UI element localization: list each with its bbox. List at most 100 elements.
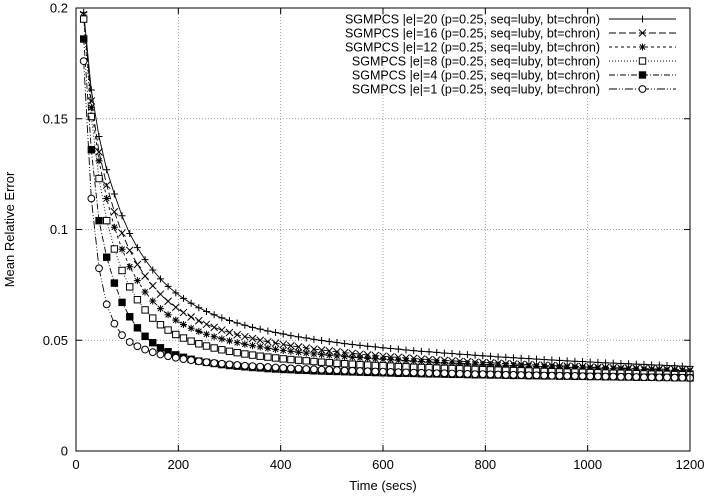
data-point (264, 344, 272, 352)
data-point (387, 344, 395, 352)
data-point (195, 327, 203, 335)
data-point (133, 244, 141, 252)
data-point (110, 223, 118, 231)
data-point (95, 174, 103, 183)
data-point (202, 358, 211, 367)
data-point (141, 306, 149, 314)
data-point (540, 356, 548, 364)
data-point (433, 348, 441, 356)
data-point (417, 358, 425, 366)
series-6 (79, 57, 694, 382)
data-point (302, 357, 310, 365)
data-point (318, 351, 326, 359)
data-point (295, 348, 303, 356)
data-point (624, 372, 633, 381)
data-point (187, 324, 195, 332)
data-point (164, 311, 172, 319)
data-point (141, 272, 149, 280)
data-point (456, 350, 464, 358)
data-point (417, 368, 426, 377)
data-point (171, 303, 180, 312)
data-point (394, 356, 402, 364)
data-point (187, 299, 195, 307)
series-line (83, 19, 690, 376)
data-point (179, 321, 187, 329)
legend-marker (639, 15, 646, 23)
data-point (179, 355, 188, 363)
data-point (317, 365, 326, 374)
data-point (249, 342, 257, 350)
data-point (271, 339, 280, 347)
data-point (494, 370, 503, 379)
data-point (133, 324, 142, 332)
data-point (210, 359, 219, 367)
legend-label: SGMPCS |e|=1 (p=0.25, seq=luby, bt=chron… (352, 83, 600, 97)
data-point (133, 277, 141, 285)
data-point (425, 358, 433, 366)
data-point (248, 334, 257, 343)
data-point (425, 369, 433, 377)
y-tick-label: 0.1 (50, 222, 68, 237)
data-point (502, 353, 510, 361)
x-tick-label: 400 (270, 457, 292, 472)
data-point (410, 347, 418, 355)
data-point (103, 194, 111, 202)
data-point (394, 368, 403, 377)
data-point (371, 343, 379, 351)
data-point (617, 365, 625, 373)
data-point (578, 372, 587, 381)
data-point (164, 282, 172, 290)
data-point (387, 356, 395, 364)
data-point (87, 146, 96, 154)
data-point (118, 298, 126, 307)
legend-label: SGMPCS |e|=8 (p=0.25, seq=luby, bt=chron… (352, 55, 600, 69)
data-point (440, 369, 449, 378)
data-point (563, 363, 571, 371)
y-tick-label: 0.15 (43, 111, 68, 126)
legend-entry: SGMPCS |e|=1 (p=0.25, seq=luby, bt=chron… (352, 83, 676, 97)
data-point (302, 365, 311, 373)
data-point (356, 360, 364, 369)
data-point (463, 370, 472, 378)
y-tick-label: 0 (61, 444, 68, 459)
data-point (103, 216, 111, 225)
data-point (356, 354, 364, 362)
data-point (479, 360, 487, 368)
data-point (264, 337, 272, 346)
data-point (187, 337, 195, 345)
data-point (179, 334, 188, 342)
data-point (586, 364, 594, 372)
data-point (110, 190, 118, 198)
data-point (486, 352, 494, 360)
series-layer (79, 8, 694, 382)
data-point (548, 363, 556, 371)
data-point (218, 335, 226, 343)
x-tick-label: 1000 (573, 457, 602, 472)
data-point (126, 283, 134, 291)
data-point (110, 319, 119, 328)
data-point (218, 314, 226, 322)
data-point (279, 346, 287, 354)
data-point (348, 366, 357, 375)
data-point (318, 336, 326, 344)
data-point (171, 353, 180, 362)
data-point (248, 351, 257, 359)
data-point (486, 361, 494, 369)
data-point (95, 216, 103, 225)
data-point (525, 362, 533, 370)
data-point (509, 354, 517, 362)
data-point (371, 355, 379, 363)
data-point (310, 335, 318, 343)
data-point (187, 313, 195, 321)
legend-label: SGMPCS |e|=12 (p=0.25, seq=luby, bt=chro… (345, 41, 600, 55)
data-point (310, 365, 318, 374)
data-point (402, 368, 410, 377)
data-point (663, 373, 671, 382)
data-point (210, 333, 218, 341)
legend-marker (638, 71, 647, 79)
x-axis-label: Time (secs) (349, 478, 416, 493)
data-point (126, 229, 134, 237)
legend-marker (638, 85, 647, 93)
data-point (524, 371, 533, 380)
data-point (264, 353, 272, 361)
